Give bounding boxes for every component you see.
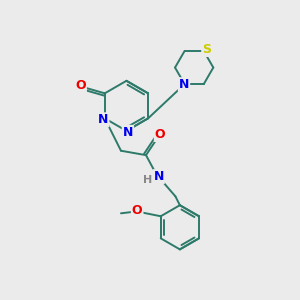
Text: O: O	[132, 205, 142, 218]
Text: O: O	[155, 128, 165, 141]
Text: N: N	[179, 78, 189, 91]
Text: H: H	[143, 175, 153, 184]
Text: S: S	[202, 43, 211, 56]
Text: N: N	[154, 170, 164, 183]
Text: O: O	[75, 80, 86, 92]
Text: N: N	[123, 126, 133, 139]
Text: N: N	[98, 113, 109, 126]
